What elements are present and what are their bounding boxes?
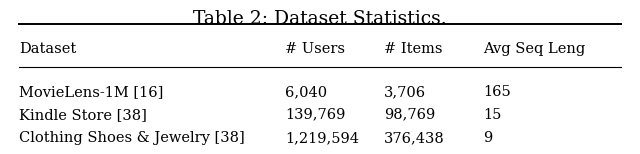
Text: Table 2: Dataset Statistics.: Table 2: Dataset Statistics. (193, 10, 447, 28)
Text: 9: 9 (483, 131, 492, 145)
Text: Clothing Shoes & Jewelry [38]: Clothing Shoes & Jewelry [38] (19, 131, 245, 145)
Text: 376,438: 376,438 (384, 131, 445, 145)
Text: Dataset: Dataset (19, 42, 76, 55)
Text: 139,769: 139,769 (285, 108, 345, 122)
Text: MovieLens-1M [16]: MovieLens-1M [16] (19, 85, 164, 99)
Text: 1,219,594: 1,219,594 (285, 131, 359, 145)
Text: Kindle Store [38]: Kindle Store [38] (19, 108, 147, 122)
Text: 3,706: 3,706 (384, 85, 426, 99)
Text: Avg Seq Leng: Avg Seq Leng (483, 42, 586, 55)
Text: # Users: # Users (285, 42, 345, 55)
Text: 6,040: 6,040 (285, 85, 327, 99)
Text: 165: 165 (483, 85, 511, 99)
Text: 15: 15 (483, 108, 502, 122)
Text: # Items: # Items (384, 42, 442, 55)
Text: 98,769: 98,769 (384, 108, 435, 122)
